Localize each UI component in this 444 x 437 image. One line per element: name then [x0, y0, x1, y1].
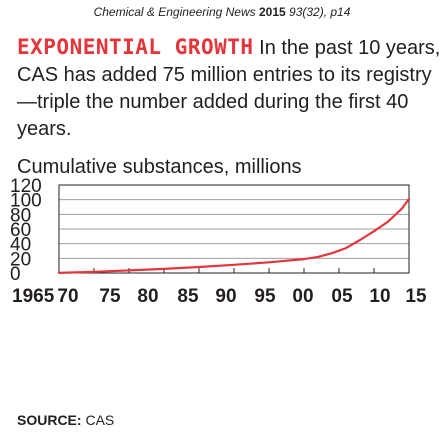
source-value: CAS: [85, 412, 115, 428]
y-tick-label-20: 20: [10, 249, 31, 270]
y-tick-label-60: 60: [10, 220, 31, 241]
x-tick-label-1995: 95: [254, 286, 276, 307]
series-line-0: [57, 197, 411, 274]
chart-title: Cumulative substances, millions: [17, 156, 302, 178]
x-tick-label-1985: 85: [177, 286, 199, 307]
x-tick-label-2005: 05: [331, 286, 353, 307]
x-tick-label-1990: 90: [215, 286, 236, 307]
source-label: SOURCE:: [17, 412, 82, 428]
citation-journal: Chemical & Engineering News: [93, 5, 256, 19]
x-tick-label-2010: 10: [369, 286, 390, 307]
x-tick-label-2015: 15: [405, 286, 427, 307]
citation-ref: 93(32), p14: [289, 5, 351, 19]
x-tick-label-1975: 75: [99, 286, 121, 307]
y-tick-label-100: 100: [10, 191, 42, 212]
y-tick-label-120: 120: [10, 176, 42, 197]
y-tick-label-40: 40: [10, 235, 31, 256]
x-tick-label-1970: 70: [57, 286, 78, 307]
citation-year: 2015: [258, 5, 286, 19]
y-tick-label-0: 0: [10, 264, 21, 285]
headline: EXPONENTIAL GROWTH: [17, 35, 254, 59]
y-tick-label-80: 80: [10, 205, 31, 226]
x-tick-label-2000: 00: [292, 286, 313, 307]
citation: Chemical & Engineering News 2015 93(32),…: [0, 5, 444, 19]
x-tick-label-1965: 1965: [12, 286, 55, 307]
x-tick-label-1980: 80: [137, 286, 158, 307]
intro-text: In the past 10 years, CAS has added 75 m…: [17, 37, 441, 140]
source-line: SOURCE: CAS: [17, 412, 114, 428]
intro-paragraph: EXPONENTIAL GROWTH In the past 10 years,…: [17, 34, 441, 143]
